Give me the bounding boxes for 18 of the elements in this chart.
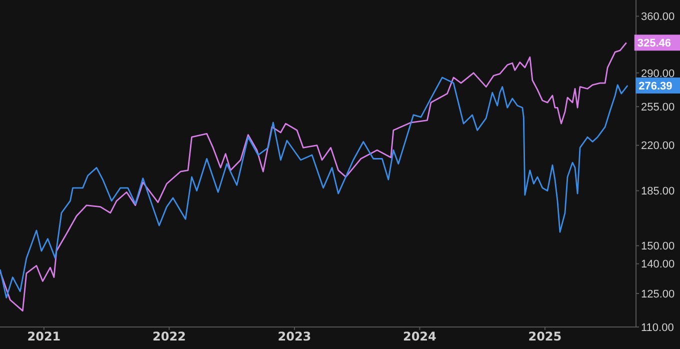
x-tick-label: 2023	[278, 330, 312, 344]
line-series	[0, 76, 628, 298]
y-tick-label: 290.00	[641, 68, 675, 80]
y-tick-label: 360.00	[641, 11, 675, 24]
y-tick-label: 110.00	[641, 322, 674, 334]
x-tick-label: 2025	[528, 330, 562, 344]
annotation: 276.39	[638, 80, 672, 93]
y-tick-label: 125.00	[641, 288, 675, 300]
y-tick-label: 140.00	[641, 258, 675, 271]
x-tick-label: 2021	[27, 330, 61, 344]
line-series	[0, 42, 628, 312]
y-tick-label: 150.00	[641, 240, 675, 253]
y-tick-label: 220.00	[641, 140, 675, 152]
y-tick-label: 185.00	[641, 186, 675, 198]
annotation: 325.46	[637, 38, 672, 50]
y-tick-label: 255.00	[641, 102, 675, 114]
x-tick-label: 2024	[402, 330, 436, 344]
x-tick-label: 2022	[152, 330, 186, 344]
